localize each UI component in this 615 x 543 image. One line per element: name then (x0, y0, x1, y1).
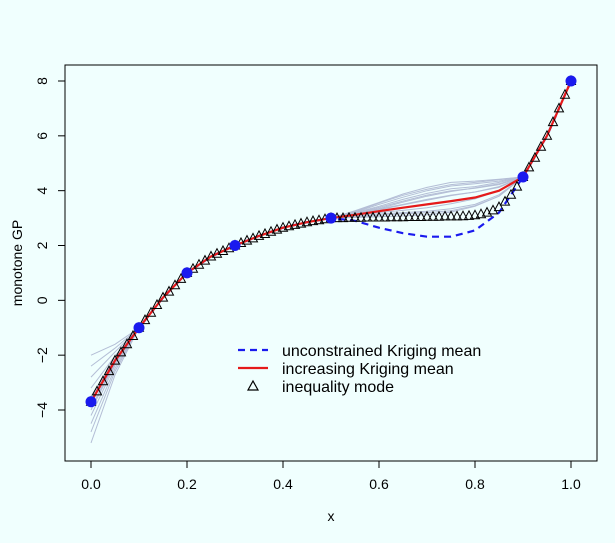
design-point-2 (181, 267, 193, 279)
mode-marker-79 (559, 88, 571, 99)
mode-marker-49 (379, 211, 391, 222)
mode-marker-15 (175, 272, 187, 283)
mode-marker-73 (523, 161, 535, 172)
design-point-0 (85, 396, 97, 408)
mode-marker-64 (469, 209, 481, 220)
mode-marker-50 (385, 211, 397, 222)
design-point-5 (517, 171, 529, 183)
design-point-3 (229, 240, 241, 251)
mode-marker-32 (277, 221, 289, 232)
mode-marker-68 (493, 201, 505, 212)
y-tick-label-5: 6 (34, 132, 50, 140)
mode-marker-43 (343, 211, 355, 222)
mode-marker-33 (283, 220, 295, 231)
design-points (85, 75, 577, 408)
mode-marker-70 (505, 188, 517, 199)
mode-marker-36 (301, 216, 313, 227)
mode-marker-47 (367, 211, 379, 222)
mode-marker-3 (103, 365, 115, 376)
mode-marker-14 (169, 279, 181, 290)
design-point-4 (325, 212, 337, 224)
mode-marker-45 (355, 211, 367, 222)
mode-marker-48 (373, 211, 385, 222)
x-tick-label-4: 0.8 (465, 476, 485, 492)
mode-marker-61 (451, 210, 463, 221)
mode-marker-71 (511, 180, 523, 191)
x-tick-label-1: 0.2 (177, 476, 197, 492)
legend: unconstrained Kriging mean increasing Kr… (238, 343, 481, 396)
mode-marker-58 (433, 210, 445, 221)
mode-marker-35 (295, 217, 307, 228)
mode-marker-7 (127, 329, 139, 340)
mode-marker-10 (145, 306, 157, 317)
mode-marker-42 (337, 212, 349, 223)
mode-marker-2 (97, 375, 109, 386)
legend-label-increasing: increasing Kriging mean (282, 361, 454, 378)
mode-marker-65 (475, 208, 487, 219)
x-axis: 0.0 0.2 0.4 0.6 0.8 1.0 (81, 460, 581, 492)
mode-marker-4 (109, 354, 121, 365)
mode-marker-52 (397, 211, 409, 222)
y-tick-label-1: −2 (34, 347, 50, 363)
legend-label-mode: inequality mode (282, 379, 394, 396)
mode-marker-59 (439, 210, 451, 221)
mode-marker-60 (445, 210, 457, 221)
mode-marker-5 (115, 346, 127, 357)
mode-marker-78 (553, 102, 565, 113)
mode-marker-55 (415, 210, 427, 221)
y-tick-label-0: −4 (34, 402, 50, 418)
mode-marker-11 (151, 298, 163, 309)
mode-marker-69 (499, 195, 511, 206)
mode-marker-1 (91, 385, 103, 396)
y-tick-label-6: 8 (34, 77, 50, 85)
x-tick-label-5: 1.0 (561, 476, 581, 492)
mode-marker-54 (409, 210, 421, 221)
x-tick-label-3: 0.6 (369, 476, 389, 492)
x-tick-label-2: 0.4 (273, 476, 293, 492)
design-point-6 (565, 75, 577, 87)
mode-marker-13 (163, 285, 175, 296)
y-tick-label-3: 2 (34, 241, 50, 249)
mode-marker-74 (529, 151, 541, 162)
mode-marker-75 (535, 140, 547, 151)
x-tick-label-0: 0.0 (81, 476, 101, 492)
mode-marker-57 (427, 210, 439, 221)
y-tick-label-2: 0 (34, 296, 50, 304)
mode-marker-63 (463, 209, 475, 220)
mode-marker-77 (547, 116, 559, 127)
mode-marker-53 (403, 210, 415, 221)
mode-marker-34 (289, 218, 301, 229)
y-tick-label-4: 4 (34, 187, 50, 195)
mode-marker-6 (121, 338, 133, 349)
mode-marker-56 (421, 210, 433, 221)
x-axis-label: x (328, 508, 335, 524)
mode-marker-46 (361, 211, 373, 222)
legend-swatch-mode (246, 379, 260, 391)
mode-marker-44 (349, 211, 361, 222)
design-point-1 (133, 322, 145, 334)
mode-marker-76 (541, 129, 553, 140)
mode-marker-9 (139, 314, 151, 325)
mode-marker-37 (307, 215, 319, 226)
mode-marker-62 (457, 210, 469, 221)
mode-marker-12 (157, 291, 169, 302)
mode-marker-51 (391, 211, 403, 222)
legend-label-unconstrained: unconstrained Kriging mean (282, 343, 481, 360)
mode-marker-38 (313, 214, 325, 225)
y-axis-label: monotone GP (9, 220, 25, 306)
y-axis: −4 −2 0 2 4 6 8 (34, 77, 66, 418)
